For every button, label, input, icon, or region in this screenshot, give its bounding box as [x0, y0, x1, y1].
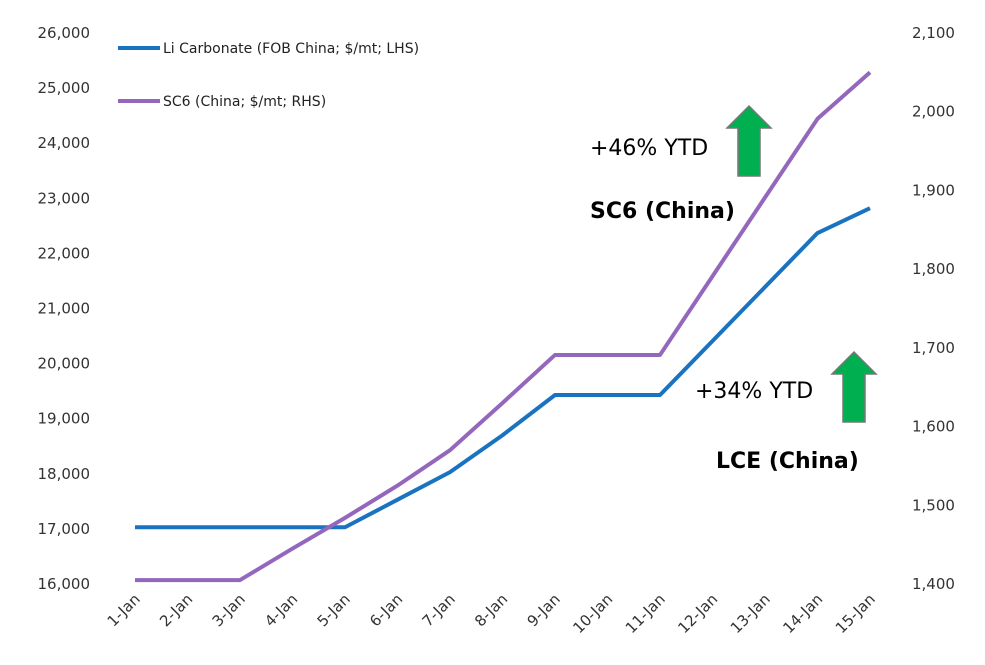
left-tick-label: 25,000 — [38, 79, 91, 97]
left-tick-label: 16,000 — [38, 575, 91, 593]
left-tick-label: 24,000 — [38, 134, 91, 152]
x-tick-label: 7-Jan — [419, 590, 459, 630]
x-axis: 1-Jan 2-Jan 3-Jan 4-Jan 5-Jan 6-Jan 7-Jan 8-Jan… — [104, 590, 879, 637]
left-tick-label: 26,000 — [38, 24, 91, 42]
x-tick-label: 8-Jan — [471, 590, 511, 630]
annotations: +46% YTD SC6 (China) +34% YTD LCE (China… — [590, 104, 878, 474]
x-tick-label: 11-Jan — [622, 590, 669, 637]
x-tick-label: 13-Jan — [727, 590, 774, 637]
right-axis: 1,400 1,500 1,600 1,700 1,800 1,900 2,000 2,100 — [912, 24, 955, 593]
x-tick-label: 14-Jan — [779, 590, 826, 637]
x-tick-label: 2-Jan — [156, 590, 196, 630]
right-tick-label: 1,700 — [912, 339, 955, 357]
left-tick-label: 22,000 — [38, 244, 91, 262]
annotation-sc6-label: SC6 (China) — [590, 199, 735, 224]
up-arrow-icon — [725, 104, 773, 177]
left-tick-label: 21,000 — [38, 300, 91, 318]
right-tick-label: 1,800 — [912, 260, 955, 278]
right-tick-label: 2,000 — [912, 103, 955, 121]
left-tick-label: 23,000 — [38, 189, 91, 207]
annotation-sc6-ytd: +46% YTD — [590, 136, 708, 161]
right-tick-label: 1,600 — [912, 418, 955, 436]
x-tick-label: 3-Jan — [209, 590, 249, 630]
x-tick-label: 1-Jan — [104, 590, 144, 630]
x-tick-label: 12-Jan — [674, 590, 721, 637]
annotation-lce-ytd: +34% YTD — [695, 379, 813, 404]
x-tick-label: 4-Jan — [261, 590, 301, 630]
series-line-li-carbonate — [135, 206, 871, 530]
left-tick-label: 20,000 — [38, 355, 91, 373]
left-axis: 16,000 17,000 18,000 19,000 20,000 21,000 22,0… — [38, 24, 91, 593]
legend-label-li-carbonate: Li Carbonate (FOB China; $/mt; LHS) — [163, 41, 419, 57]
annotation-lce-label: LCE (China) — [716, 449, 859, 474]
right-tick-label: 1,500 — [912, 496, 955, 514]
left-tick-label: 19,000 — [38, 410, 91, 428]
x-tick-label: 15-Jan — [832, 590, 879, 637]
right-tick-label: 1,900 — [912, 181, 955, 199]
x-tick-label: 9-Jan — [524, 590, 564, 630]
x-tick-label: 10-Jan — [569, 590, 616, 637]
left-tick-label: 18,000 — [38, 465, 91, 483]
x-tick-label: 6-Jan — [366, 590, 406, 630]
legend: Li Carbonate (FOB China; $/mt; LHS) SC6 … — [118, 41, 419, 110]
right-tick-label: 1,400 — [912, 575, 955, 593]
legend-label-sc6: SC6 (China; $/mt; RHS) — [163, 94, 326, 110]
right-tick-label: 2,100 — [912, 24, 955, 42]
x-tick-label: 5-Jan — [314, 590, 354, 630]
up-arrow-icon — [830, 350, 878, 423]
series-lines — [134, 70, 872, 583]
left-tick-label: 17,000 — [38, 520, 91, 538]
